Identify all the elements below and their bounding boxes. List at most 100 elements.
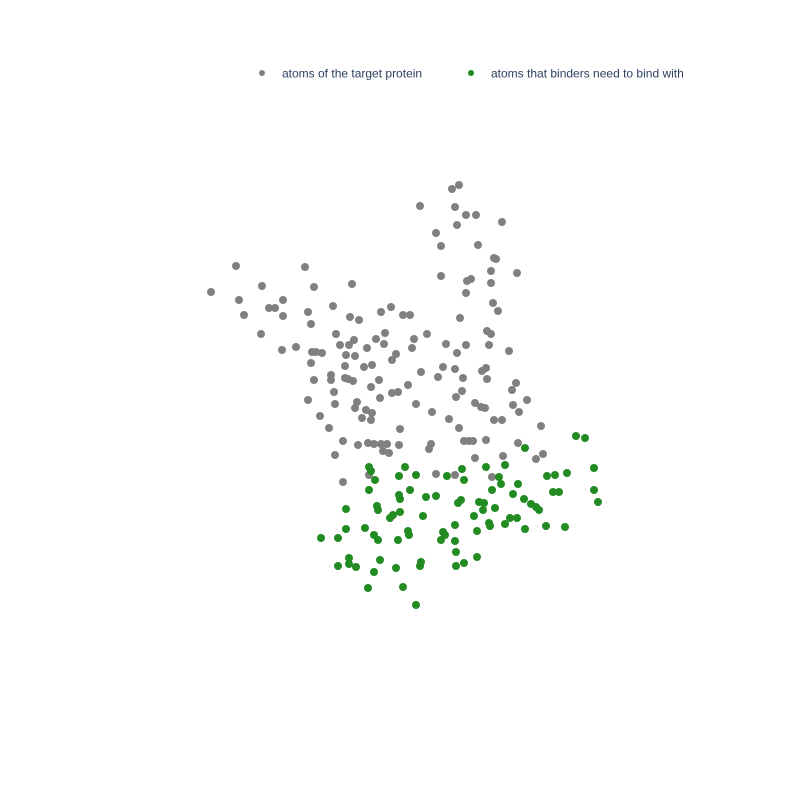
protein-atom-point-5[interactable] — [258, 282, 266, 290]
binding-atom-point-18[interactable] — [374, 506, 382, 514]
binding-atom-point-65[interactable] — [497, 480, 505, 488]
protein-atom-point-25[interactable] — [327, 371, 335, 379]
binding-atom-point-0[interactable] — [317, 534, 325, 542]
binding-atom-point-12[interactable] — [367, 467, 375, 475]
protein-atom-point-91[interactable] — [442, 340, 450, 348]
protein-atom-point-124[interactable] — [498, 416, 506, 424]
binding-atom-point-69[interactable] — [509, 490, 517, 498]
protein-atom-point-27[interactable] — [330, 388, 338, 396]
binding-atom-point-13[interactable] — [370, 568, 378, 576]
protein-atom-point-80[interactable] — [410, 335, 418, 343]
binding-atom-point-43[interactable] — [443, 472, 451, 480]
binding-atom-point-66[interactable] — [501, 461, 509, 469]
protein-atom-point-100[interactable] — [459, 374, 467, 382]
binding-atom-point-87[interactable] — [590, 486, 598, 494]
protein-atom-point-107[interactable] — [469, 437, 477, 445]
protein-atom-point-87[interactable] — [432, 470, 440, 478]
binding-atom-point-32[interactable] — [406, 486, 414, 494]
protein-atom-point-50[interactable] — [362, 406, 370, 414]
binding-atom-point-77[interactable] — [535, 506, 543, 514]
protein-atom-point-90[interactable] — [439, 363, 447, 371]
protein-atom-point-20[interactable] — [312, 348, 320, 356]
protein-atom-point-121[interactable] — [490, 416, 498, 424]
protein-atom-point-62[interactable] — [377, 440, 385, 448]
protein-atom-point-146[interactable] — [498, 218, 506, 226]
protein-atom-point-120[interactable] — [489, 299, 497, 307]
protein-atom-point-22[interactable] — [318, 349, 326, 357]
protein-atom-point-136[interactable] — [539, 450, 547, 458]
binding-atom-point-19[interactable] — [376, 556, 384, 564]
protein-atom-point-54[interactable] — [367, 416, 375, 424]
protein-atom-point-65[interactable] — [380, 340, 388, 348]
protein-atom-point-141[interactable] — [472, 211, 480, 219]
binding-atom-point-26[interactable] — [396, 508, 404, 516]
binding-atom-point-21[interactable] — [389, 511, 397, 519]
protein-atom-point-113[interactable] — [482, 436, 490, 444]
binding-atom-point-89[interactable] — [594, 498, 602, 506]
binding-atom-point-70[interactable] — [513, 514, 521, 522]
protein-atom-point-0[interactable] — [207, 288, 215, 296]
protein-atom-point-42[interactable] — [350, 336, 358, 344]
protein-atom-point-63[interactable] — [377, 308, 385, 316]
binding-atom-point-44[interactable] — [451, 521, 459, 529]
binding-atom-point-74[interactable] — [521, 444, 529, 452]
protein-atom-point-38[interactable] — [345, 341, 353, 349]
protein-atom-point-15[interactable] — [310, 283, 318, 291]
protein-atom-point-138[interactable] — [437, 242, 445, 250]
protein-atom-point-148[interactable] — [448, 185, 456, 193]
protein-atom-point-135[interactable] — [537, 422, 545, 430]
binding-atom-point-86[interactable] — [581, 434, 589, 442]
protein-atom-point-147[interactable] — [416, 202, 424, 210]
binding-atom-point-79[interactable] — [543, 472, 551, 480]
protein-atom-point-97[interactable] — [455, 424, 463, 432]
protein-atom-point-133[interactable] — [523, 396, 531, 404]
protein-atom-point-10[interactable] — [279, 296, 287, 304]
binding-atom-point-67[interactable] — [501, 520, 509, 528]
protein-atom-point-66[interactable] — [381, 329, 389, 337]
protein-atom-point-52[interactable] — [364, 439, 372, 447]
binding-atom-point-54[interactable] — [473, 553, 481, 561]
protein-atom-point-72[interactable] — [392, 350, 400, 358]
protein-atom-point-82[interactable] — [417, 368, 425, 376]
binding-atom-point-7[interactable] — [352, 563, 360, 571]
binding-atom-point-25[interactable] — [395, 472, 403, 480]
protein-atom-point-112[interactable] — [481, 404, 489, 412]
binding-atom-point-34[interactable] — [412, 601, 420, 609]
protein-atom-point-6[interactable] — [265, 304, 273, 312]
binding-atom-point-82[interactable] — [555, 488, 563, 496]
protein-atom-point-77[interactable] — [404, 381, 412, 389]
protein-atom-point-11[interactable] — [292, 343, 300, 351]
binding-atom-point-17[interactable] — [374, 536, 382, 544]
protein-atom-point-142[interactable] — [487, 279, 495, 287]
binding-atom-point-38[interactable] — [422, 493, 430, 501]
binding-atom-point-63[interactable] — [491, 504, 499, 512]
protein-atom-point-69[interactable] — [387, 303, 395, 311]
protein-atom-point-132[interactable] — [515, 408, 523, 416]
binding-atom-point-78[interactable] — [542, 522, 550, 530]
binding-atom-point-5[interactable] — [345, 560, 353, 568]
protein-atom-point-109[interactable] — [471, 399, 479, 407]
protein-atom-point-41[interactable] — [349, 377, 357, 385]
protein-atom-point-19[interactable] — [310, 376, 318, 384]
protein-atom-point-76[interactable] — [399, 311, 407, 319]
protein-atom-point-23[interactable] — [325, 424, 333, 432]
protein-atom-point-102[interactable] — [462, 341, 470, 349]
protein-atom-point-140[interactable] — [462, 211, 470, 219]
binding-atom-point-33[interactable] — [412, 471, 420, 479]
protein-atom-point-144[interactable] — [474, 241, 482, 249]
protein-atom-point-14[interactable] — [307, 320, 315, 328]
protein-atom-point-108[interactable] — [471, 454, 479, 462]
protein-atom-point-13[interactable] — [304, 308, 312, 316]
protein-atom-point-128[interactable] — [509, 401, 517, 409]
binding-atom-point-37[interactable] — [419, 512, 427, 520]
protein-atom-point-29[interactable] — [331, 400, 339, 408]
protein-atom-point-75[interactable] — [396, 425, 404, 433]
protein-atom-point-33[interactable] — [339, 437, 347, 445]
protein-atom-point-26[interactable] — [329, 302, 337, 310]
protein-atom-point-35[interactable] — [341, 362, 349, 370]
protein-atom-point-56[interactable] — [368, 409, 376, 417]
protein-atom-point-61[interactable] — [376, 394, 384, 402]
binding-atom-point-73[interactable] — [521, 525, 529, 533]
binding-atom-point-9[interactable] — [364, 584, 372, 592]
protein-atom-point-71[interactable] — [388, 356, 396, 364]
